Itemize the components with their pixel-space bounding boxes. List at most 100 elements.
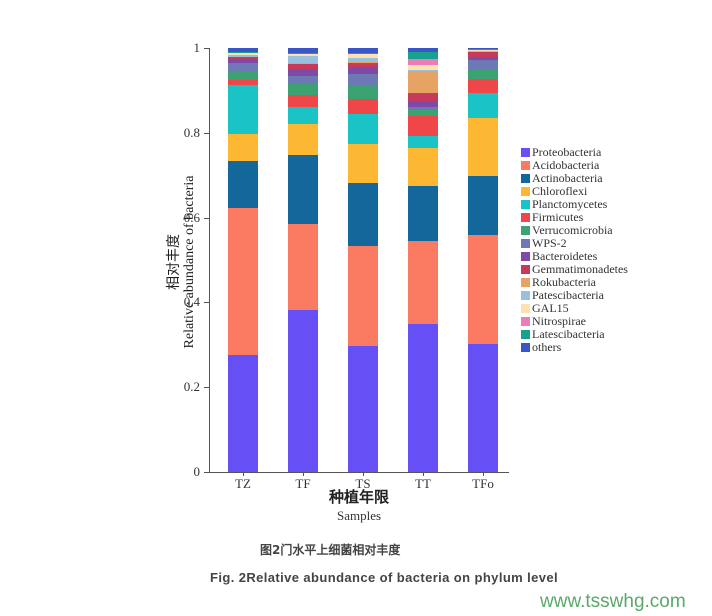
legend-swatch [521, 187, 530, 196]
legend-item: others [521, 340, 628, 354]
bar-segment-proteobacteria [408, 324, 438, 472]
bar-segment-acidobacteria [348, 246, 378, 346]
legend-swatch [521, 265, 530, 274]
bar-segment-verrucomicrobia [288, 84, 318, 95]
y-axis-title-en: Relative abundance of bacteria [182, 175, 197, 349]
bar-segment-wps-2 [288, 75, 318, 85]
x-tick-label: TZ [235, 476, 251, 491]
x-tick [303, 472, 304, 476]
legend-label: others [532, 340, 562, 354]
y-tick-label: 0.8 [183, 124, 200, 140]
legend-label: Bacteroidetes [532, 249, 598, 263]
y-tick [204, 217, 209, 219]
bar-segment-nitrospirae [348, 53, 378, 55]
bar-segment-patescibacteria [348, 57, 378, 63]
bar-segment-others [288, 48, 318, 54]
y-tick [204, 132, 209, 134]
legend-item: Acidobacteria [521, 158, 628, 172]
bar-segment-others [228, 48, 258, 53]
bar-segment-latescibacteria [408, 52, 438, 59]
x-tick [243, 472, 244, 476]
bar-segment-rokubacteria [288, 63, 318, 65]
legend-label: Planctomycetes [532, 197, 608, 211]
legend-item: Proteobacteria [521, 145, 628, 159]
bar-tz [228, 48, 258, 472]
legend: Proteobacteria Acidobacteria Actinobacteri… [521, 145, 628, 354]
legend-item: Nitrospirae [521, 314, 628, 328]
bar-segment-gemmatimonadetes [468, 52, 498, 58]
x-tick-label: TFo [472, 476, 494, 491]
legend-label: Latescibacteria [532, 327, 605, 341]
legend-item: WPS-2 [521, 236, 628, 250]
bar-segment-acidobacteria [288, 223, 318, 311]
bar-segment-planctomycetes [288, 106, 318, 125]
bar-segment-rokubacteria [468, 51, 498, 53]
y-tick [204, 302, 209, 304]
bar-segment-latescibacteria [468, 48, 498, 50]
legend-label: Acidobacteria [532, 158, 600, 172]
legend-swatch [521, 148, 530, 157]
bar-segment-verrucomicrobia [348, 86, 378, 99]
bar-segment-patescibacteria [228, 54, 258, 57]
bar-segment-gemmatimonadetes [408, 93, 438, 102]
bar-segment-wps-2 [348, 73, 378, 87]
bar-segment-firmicutes [408, 115, 438, 136]
legend-label: Proteobacteria [532, 145, 602, 159]
y-tick-label: 0.4 [183, 294, 200, 310]
bar-segment-patescibacteria [468, 50, 498, 52]
legend-swatch [521, 174, 530, 183]
bar-segment-wps-2 [408, 106, 438, 110]
legend-swatch [521, 200, 530, 209]
bar-segment-gemmatimonadetes [348, 62, 378, 68]
y-tick [204, 387, 209, 389]
bar-segment-others [468, 48, 498, 49]
bar-segment-others [408, 48, 438, 53]
bar-segment-chloroflexi [408, 147, 438, 186]
bar-segment-bacteroidetes [228, 59, 258, 63]
y-tick [204, 48, 209, 49]
bar-segment-gal15 [228, 53, 258, 55]
bar-segment-actinobacteria [408, 185, 438, 241]
x-tick-label: TS [355, 476, 371, 491]
bar-segment-actinobacteria [468, 176, 498, 235]
bar-segment-planctomycetes [408, 135, 438, 148]
legend-label: Chloroflexi [532, 184, 588, 198]
y-tick [204, 472, 209, 473]
legend-item: Planctomycetes [521, 197, 628, 211]
bar-segment-gemmatimonadetes [228, 57, 258, 60]
figure-caption-en: Fig. 2Relative abundance of bacteria on … [210, 570, 559, 585]
bar-segment-chloroflexi [228, 134, 258, 162]
legend-swatch [521, 317, 530, 326]
x-axis [209, 472, 509, 473]
bar-segment-proteobacteria [348, 345, 378, 472]
legend-swatch [521, 304, 530, 313]
watermark: www.tsswhg.com [540, 591, 686, 612]
legend-swatch [521, 213, 530, 222]
bar-segment-gal15 [348, 54, 378, 58]
legend-label: GAL15 [532, 301, 569, 315]
legend-label: Nitrospirae [532, 314, 586, 328]
legend-label: Verrucomicrobia [532, 223, 613, 237]
legend-item: Actinobacteria [521, 171, 628, 185]
bar-segment-firmicutes [348, 98, 378, 114]
bar-segment-actinobacteria [288, 154, 318, 224]
legend-label: Firmicutes [532, 210, 584, 224]
legend-item: Bacteroidetes [521, 249, 628, 263]
bar-segment-bacteroidetes [348, 67, 378, 74]
legend-item: Verrucomicrobia [521, 223, 628, 237]
bar-segment-rokubacteria [228, 56, 258, 58]
figure-caption-cn: 图2门水平上细菌相对丰度 [260, 543, 401, 557]
bar-ts [348, 48, 378, 472]
bar-segment-verrucomicrobia [408, 109, 438, 116]
y-tick-label: 0 [193, 464, 201, 479]
bar-segment-chloroflexi [348, 144, 378, 183]
bar-segment-verrucomicrobia [468, 69, 498, 79]
y-axis-title: 相对丰度 Relative abundance of bacteria [166, 176, 198, 349]
bar-segment-verrucomicrobia [228, 71, 258, 80]
y-tick-label: 0.2 [183, 379, 200, 395]
legend-swatch [521, 161, 530, 170]
bar-segment-bacteroidetes [288, 69, 318, 76]
bar-segment-acidobacteria [408, 240, 438, 325]
y-axis-title-cn: 相对丰度 [166, 234, 182, 290]
